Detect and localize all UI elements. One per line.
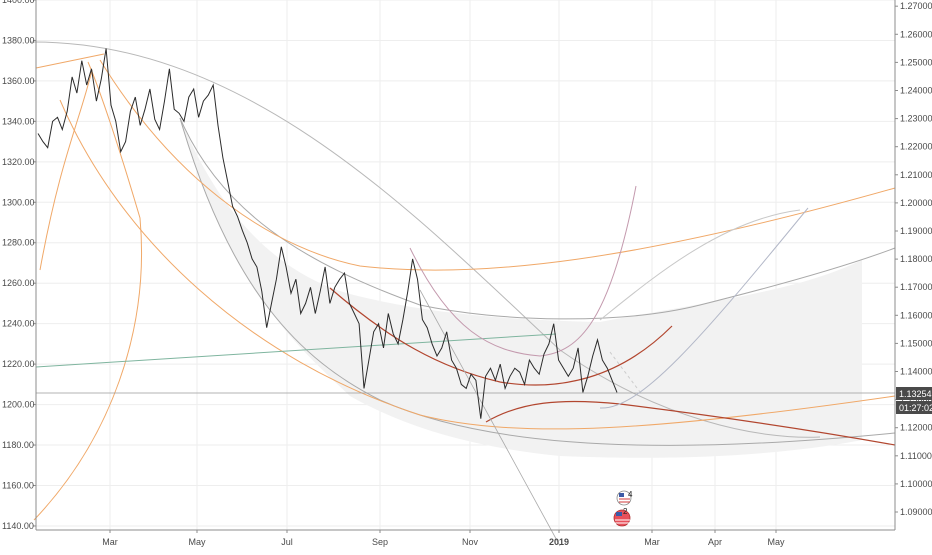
price-layer — [37, 48, 618, 419]
left-tick-label: 1200.00 — [2, 400, 35, 410]
us-flag-icon-blue — [616, 512, 622, 516]
us-flag-icon-blue — [619, 493, 624, 497]
right-tick-label: 1.23000 — [900, 114, 932, 124]
orange-arc-1 — [39, 69, 93, 271]
x-tick-label: Sep — [372, 537, 388, 547]
price-series-line — [37, 48, 618, 419]
x-axis-ticks: Mar May Jul Sep Nov 2019 Mar Apr May — [102, 530, 785, 547]
right-tick-label: 1.22000 — [900, 142, 932, 152]
right-tick-label: 1.20000 — [900, 198, 932, 208]
orange-line-top — [35, 53, 105, 69]
left-tick-label: 1300.00 — [2, 197, 35, 207]
price-label-group: 1.13254 01:27:02 — [896, 387, 932, 414]
right-tick-label: 1.09000 — [900, 507, 932, 517]
x-tick-label: Nov — [462, 537, 479, 547]
right-tick-label: 1.11000 — [900, 451, 932, 461]
left-tick-label: 1260.00 — [2, 278, 35, 288]
event-badge-count: 4 — [628, 490, 633, 499]
event-badge-1[interactable]: 4 — [616, 490, 633, 506]
x-tick-label: Jul — [281, 537, 293, 547]
orange-arc-2 — [33, 61, 143, 521]
left-tick-label: 1280.00 — [2, 238, 35, 248]
right-tick-label: 1.21000 — [900, 170, 932, 180]
price-label-box — [896, 387, 932, 400]
orange-arc-4 — [99, 59, 896, 271]
right-tick-label: 1.24000 — [900, 85, 932, 95]
right-tick-label: 1.14000 — [900, 367, 932, 377]
left-tick-label: 1180.00 — [2, 440, 34, 450]
gray-arc-upper — [179, 117, 896, 320]
left-tick-label: 1360.00 — [2, 76, 35, 86]
red-arc-upper — [329, 287, 673, 386]
x-tick-label: Apr — [708, 537, 722, 547]
shaded-arc-region — [180, 118, 862, 458]
right-tick-label: 1.10000 — [900, 479, 932, 489]
right-tick-label: 1.26000 — [900, 29, 932, 39]
left-tick-label: 1400.00 — [2, 0, 35, 5]
event-badge-2[interactable]: 2 — [613, 507, 631, 527]
purple-arc — [409, 185, 637, 357]
left-axis-ticks: 1140.00 1160.00 1180.00 1200.00 1220.00 1240.… — [2, 0, 36, 531]
countdown-label: 01:27:02 — [899, 403, 932, 413]
right-tick-label: 1.27000 — [900, 1, 932, 11]
orange-arc-3 — [59, 99, 896, 430]
right-tick-label: 1.17000 — [900, 282, 932, 292]
left-tick-label: 1220.00 — [2, 359, 35, 369]
right-tick-label: 1.16000 — [900, 310, 932, 320]
drawings-layer — [29, 41, 896, 547]
right-tick-label: 1.12000 — [900, 423, 932, 433]
left-tick-label: 1140.00 — [2, 521, 34, 531]
gray-diagonal-line — [419, 289, 561, 547]
right-tick-label: 1.25000 — [900, 57, 932, 67]
x-tick-label: Mar — [102, 537, 118, 547]
gray-arc-large — [29, 41, 821, 438]
countdown-box — [896, 401, 932, 414]
x-tick-label: 2019 — [549, 537, 569, 547]
left-tick-label: 1320.00 — [2, 157, 35, 167]
x-tick-label: May — [188, 537, 206, 547]
left-tick-label: 1240.00 — [2, 319, 35, 329]
left-tick-label: 1380.00 — [2, 35, 35, 45]
left-tick-label: 1160.00 — [2, 480, 34, 490]
red-arc-lower — [485, 400, 896, 446]
x-tick-label: Mar — [644, 537, 660, 547]
purple-arc-2 — [599, 207, 809, 409]
teal-trend-line — [35, 333, 557, 368]
price-label: 1.13254 — [899, 389, 932, 399]
x-tick-label: May — [767, 537, 785, 547]
gray-arc-right — [599, 209, 801, 321]
right-tick-label: 1.19000 — [900, 226, 932, 236]
right-tick-label: 1.15000 — [900, 338, 932, 348]
right-tick-label: 1.18000 — [900, 254, 932, 264]
dashed-projection — [609, 351, 641, 393]
event-badge-count: 2 — [623, 507, 628, 516]
right-axis-ticks: 1.090001.100001.110001.120001.130001.140… — [895, 1, 932, 517]
left-tick-label: 1340.00 — [2, 116, 35, 126]
